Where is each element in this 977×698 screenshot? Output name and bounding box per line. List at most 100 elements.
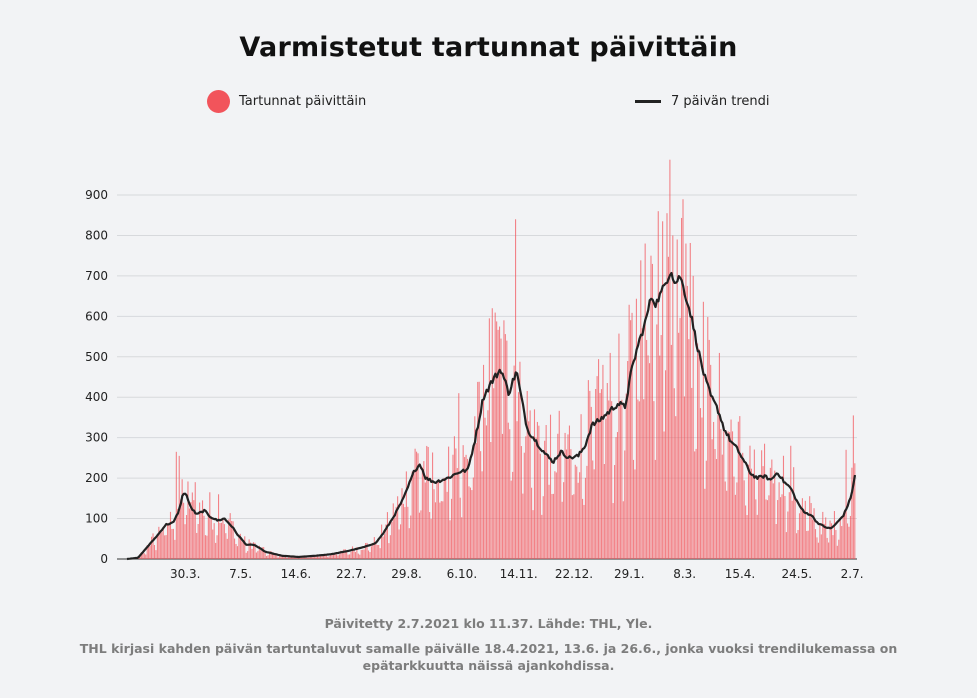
daily-bar: [846, 523, 849, 559]
daily-bar: [507, 422, 509, 559]
daily-bar: [798, 513, 801, 559]
daily-bar: [446, 491, 448, 559]
y-tick-label: 400: [85, 390, 108, 404]
trend-layer: [126, 271, 857, 561]
daily-bar: [187, 481, 189, 559]
daily-bar: [165, 535, 167, 559]
daily-bar: [429, 512, 431, 559]
daily-bar: [376, 544, 378, 559]
daily-bar: [746, 515, 748, 559]
daily-bar: [663, 431, 665, 559]
daily-bar: [606, 383, 608, 559]
daily-bar: [341, 551, 343, 559]
daily-bar: [222, 518, 224, 559]
daily-bar: [726, 490, 728, 559]
daily-bar: [672, 235, 674, 559]
daily-bar: [644, 243, 646, 559]
daily-bar: [500, 338, 502, 559]
daily-bar: [533, 409, 536, 559]
daily-bar: [570, 449, 572, 559]
daily-bar: [624, 450, 626, 559]
daily-bar: [603, 464, 605, 559]
daily-bar: [628, 304, 630, 559]
daily-bar: [140, 552, 142, 559]
daily-bar: [404, 507, 406, 559]
daily-bar: [497, 329, 499, 559]
daily-bar: [791, 500, 793, 559]
daily-bar: [418, 512, 421, 559]
legend-bars-label: Tartunnat päivittäin: [239, 94, 367, 109]
daily-bar: [430, 518, 432, 559]
daily-bar: [828, 542, 830, 559]
daily-bar: [669, 159, 671, 559]
daily-bar: [797, 529, 799, 559]
daily-bar: [600, 389, 603, 559]
daily-bar: [817, 542, 819, 559]
y-tick-label: 800: [85, 228, 108, 242]
daily-bar: [519, 361, 521, 559]
daily-bar: [809, 496, 811, 559]
daily-bar: [296, 557, 298, 559]
daily-bar: [555, 472, 557, 559]
daily-bar: [638, 401, 640, 559]
daily-bar: [552, 493, 554, 559]
daily-bar: [330, 554, 332, 559]
daily-bar: [737, 421, 739, 559]
daily-bar: [241, 541, 243, 559]
daily-bar: [344, 549, 346, 559]
daily-bar: [453, 436, 455, 559]
daily-bar: [177, 508, 179, 559]
daily-bar: [753, 449, 755, 559]
x-tick-label: 14.11.: [500, 567, 538, 581]
daily-bar: [327, 556, 329, 559]
daily-bar: [298, 557, 300, 559]
legend-trend: 7 päivän trendi: [635, 94, 770, 109]
daily-bar: [589, 390, 591, 559]
daily-bar: [717, 414, 719, 559]
daily-bar: [200, 511, 202, 559]
daily-bar: [152, 533, 154, 559]
daily-bar: [410, 515, 412, 559]
daily-bar: [640, 260, 642, 559]
daily-bar: [158, 526, 160, 559]
daily-bar: [155, 550, 157, 559]
daily-bar: [305, 557, 307, 559]
chart-plot: 0 100 200 300 400 500 600 700 800 900 30.3. 7.5. 14.…: [85, 159, 864, 581]
daily-bar: [650, 255, 652, 560]
daily-bar: [812, 519, 814, 559]
daily-bar: [436, 480, 438, 559]
daily-bar: [547, 454, 549, 559]
x-tick-label: 2.7.: [841, 567, 864, 581]
daily-bar: [175, 451, 177, 559]
daily-bar: [819, 522, 821, 559]
daily-bar: [156, 533, 158, 559]
daily-bar: [236, 546, 239, 559]
daily-bar: [267, 555, 269, 559]
daily-bar: [378, 545, 380, 559]
daily-bar: [365, 542, 367, 559]
daily-bar: [494, 312, 496, 559]
daily-bar: [148, 546, 150, 559]
daily-bar: [462, 445, 464, 559]
daily-bar: [784, 496, 786, 559]
daily-bar: [646, 339, 648, 559]
daily-bar: [397, 496, 399, 559]
daily-bar: [324, 553, 326, 559]
daily-bar: [615, 437, 617, 559]
daily-bar: [718, 352, 720, 559]
daily-bar: [664, 370, 667, 559]
daily-bar: [308, 557, 310, 559]
daily-bar: [739, 416, 741, 559]
daily-bar: [517, 392, 520, 559]
daily-bar: [515, 219, 517, 559]
daily-bar: [708, 339, 710, 559]
daily-bar: [450, 498, 453, 559]
daily-bar: [750, 468, 752, 559]
daily-bar: [656, 324, 658, 559]
daily-bar: [161, 532, 163, 559]
daily-bar: [442, 501, 444, 559]
daily-bar: [239, 533, 241, 559]
daily-bar: [851, 467, 853, 559]
daily-bar: [522, 493, 524, 559]
daily-bar: [143, 553, 145, 559]
